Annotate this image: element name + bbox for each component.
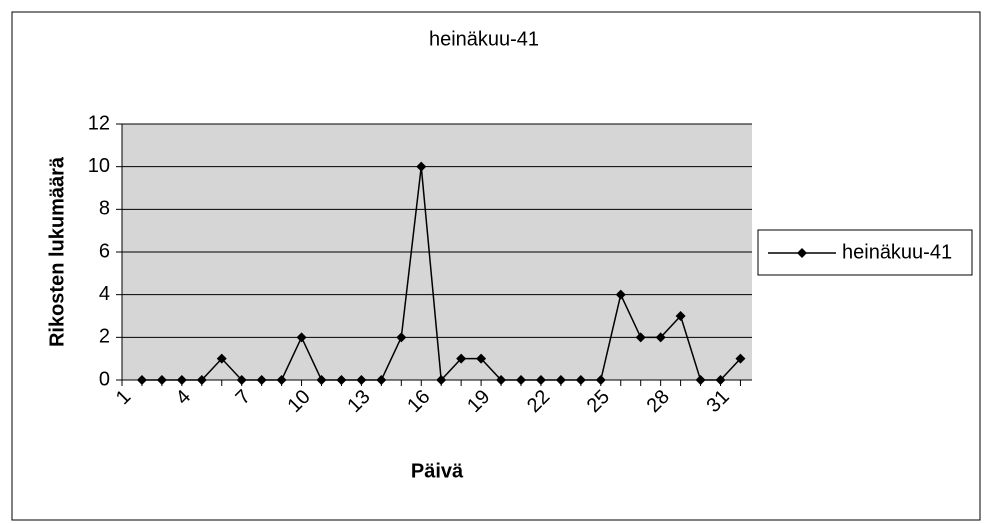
- x-axis-label: Päivä: [411, 460, 464, 482]
- data-point: [336, 375, 347, 385]
- data-point: [535, 375, 546, 385]
- data-point: [256, 375, 267, 385]
- y-tick-label: 2: [99, 326, 110, 348]
- y-axis-label: Rikosten lukumäärä: [46, 156, 68, 347]
- data-point: [416, 161, 427, 172]
- data-point: [236, 375, 247, 385]
- data-point: [156, 375, 167, 385]
- data-point: [396, 332, 407, 343]
- legend-marker: [797, 248, 807, 258]
- data-point: [176, 375, 187, 385]
- data-point: [595, 375, 606, 385]
- data-point: [216, 353, 227, 364]
- data-point: [555, 375, 566, 385]
- data-point: [376, 375, 387, 385]
- data-point: [496, 375, 507, 385]
- chart-title: heinäkuu-41: [429, 28, 539, 50]
- data-point: [316, 375, 327, 385]
- data-point: [675, 311, 686, 321]
- data-point: [436, 375, 447, 385]
- data-point: [296, 332, 307, 343]
- y-tick-label: 8: [99, 198, 110, 220]
- data-point: [356, 375, 367, 385]
- legend-label: heinäkuu-41: [842, 241, 952, 263]
- y-tick-label: 4: [99, 283, 110, 305]
- data-point: [196, 375, 207, 385]
- data-point: [615, 289, 626, 300]
- data-point: [136, 375, 147, 385]
- data-point: [456, 353, 467, 364]
- y-tick-label: 10: [88, 155, 110, 177]
- y-tick-label: 0: [99, 368, 110, 390]
- data-point: [575, 375, 586, 385]
- data-point: [635, 332, 646, 343]
- y-tick-label: 12: [88, 112, 110, 134]
- data-point: [735, 353, 746, 364]
- y-tick-label: 6: [99, 240, 110, 262]
- data-point: [715, 375, 726, 385]
- data-point: [695, 375, 706, 385]
- data-point: [655, 332, 666, 343]
- data-point: [476, 353, 487, 364]
- data-point: [276, 375, 287, 385]
- data-point: [516, 375, 526, 385]
